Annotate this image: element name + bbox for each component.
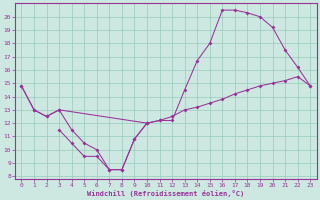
X-axis label: Windchill (Refroidissement éolien,°C): Windchill (Refroidissement éolien,°C) xyxy=(87,190,244,197)
